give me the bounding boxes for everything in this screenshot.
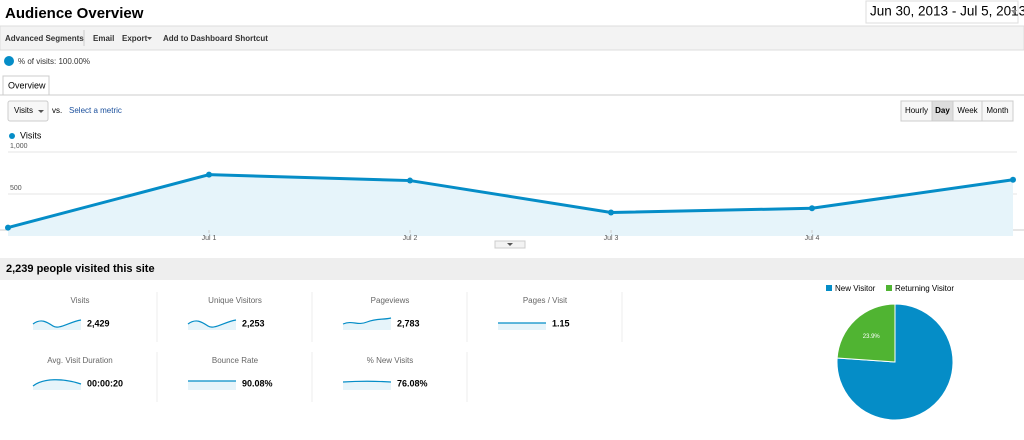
metric-value: 2,253 — [242, 318, 265, 328]
point[interactable] — [608, 209, 614, 216]
legend-swatch — [886, 285, 892, 291]
granularity-button[interactable] — [981, 100, 1014, 122]
summary-bar — [0, 258, 1024, 280]
granularity-label[interactable]: Hourly — [905, 106, 928, 115]
toolbar-item[interactable]: Advanced Segments — [5, 34, 84, 43]
toolbar-item[interactable]: Shortcut — [235, 34, 268, 43]
sparkline-area — [498, 323, 546, 330]
legend-swatch — [826, 285, 832, 291]
sparkline-area — [188, 381, 236, 390]
sparkline-area — [188, 320, 236, 330]
metric-value: 90.08% — [242, 378, 273, 388]
segment-icon — [4, 56, 14, 66]
x-tick-label: Jul 2 — [403, 235, 418, 242]
sparkline — [32, 379, 82, 387]
sparkline — [187, 319, 237, 328]
y-tick-label: 1,000 — [10, 143, 28, 150]
tab-label[interactable]: Overview — [8, 80, 46, 90]
granularity-label[interactable]: Day — [935, 106, 950, 115]
legend-label: Returning Visitor — [895, 284, 954, 293]
metric-value: 2,429 — [87, 318, 110, 328]
metric[interactable]: Visits — [14, 106, 33, 115]
x-tick-label: Jul 3 — [604, 235, 619, 242]
granularity-label[interactable]: Month — [986, 106, 1008, 115]
date-box[interactable] — [865, 0, 1019, 24]
slice-label: 76.1% — [941, 405, 959, 411]
area — [8, 174, 1013, 236]
slice-label: 23.9% — [863, 334, 881, 340]
metric-label: Pageviews — [371, 296, 410, 305]
page-title: Audience Overview — [5, 5, 144, 22]
legend-label: New Visitor — [835, 284, 876, 293]
export-arrow — [147, 37, 152, 40]
segment-text: % of visits: 100.00% — [18, 57, 90, 66]
summary: 2,239 people visited this site — [6, 263, 155, 275]
date-range[interactable]: Jun 30, 2013 - Jul 5, 2013 — [870, 4, 1024, 19]
sparkline-area — [343, 318, 391, 330]
line — [7, 173, 1014, 230]
sparkline-area — [33, 379, 81, 390]
toolbar-item[interactable]: Email — [93, 34, 114, 43]
metric-label: Pages / Visit — [523, 296, 568, 305]
point[interactable] — [1010, 176, 1016, 183]
select-metric[interactable]: Select a metric — [69, 106, 122, 115]
dropdown-arrow — [38, 110, 44, 113]
vs-text: vs. — [52, 106, 62, 115]
metric-label: Avg. Visit Duration — [47, 356, 113, 365]
metric-label: Unique Visitors — [208, 296, 262, 305]
tab[interactable] — [2, 75, 50, 96]
metric-label: % New Visits — [367, 356, 414, 365]
metric-value: 76.08% — [397, 378, 428, 388]
metric-value: 00:00:20 — [87, 378, 123, 388]
point[interactable] — [206, 171, 212, 178]
point[interactable] — [5, 224, 11, 231]
pie-slice[interactable] — [836, 303, 954, 421]
metric-select[interactable] — [7, 100, 49, 122]
x-tick-label: Jul 4 — [805, 235, 820, 242]
metric-value: 2,783 — [397, 318, 420, 328]
granularity-label[interactable]: Week — [957, 106, 978, 115]
x-tick-label: Jul 1 — [202, 235, 217, 242]
date-arrow — [1011, 10, 1017, 14]
toggle-arrow — [507, 243, 513, 246]
metric-label: Bounce Rate — [212, 356, 259, 365]
toolbar-item[interactable]: Export — [122, 34, 148, 43]
sparkline-area — [33, 320, 81, 330]
toolbar — [0, 25, 1024, 51]
pie-slice[interactable] — [836, 303, 896, 363]
legend-label: Visits — [20, 130, 42, 140]
point[interactable] — [407, 177, 413, 184]
sparkline-area — [343, 381, 391, 390]
sparkline — [342, 317, 392, 325]
point[interactable] — [809, 205, 815, 212]
sparkline — [342, 380, 392, 383]
legend-dot — [9, 133, 15, 139]
metric-label: Visits — [71, 296, 90, 305]
metric-value: 1.15 — [552, 318, 570, 328]
y-tick-label: 500 — [10, 185, 22, 192]
sparkline — [32, 319, 82, 328]
toolbar-item[interactable]: Add to Dashboard — [163, 34, 232, 43]
